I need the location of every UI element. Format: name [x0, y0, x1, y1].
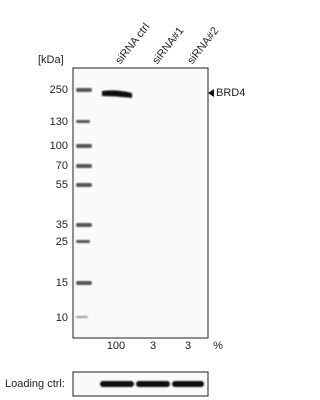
marker-label: 250 [50, 84, 68, 96]
marker-label: 15 [56, 277, 68, 289]
lane-label: siRNA#2 [185, 25, 221, 67]
unit-label: [kDa] [38, 54, 64, 66]
marker-label: 70 [56, 160, 68, 172]
lane-label: siRNA ctrl [113, 21, 152, 66]
marker-ladder [76, 88, 92, 318]
marker-label: 10 [56, 312, 68, 324]
brd4-band [102, 90, 132, 98]
marker-label: 55 [56, 179, 68, 191]
percentage: 3 [150, 340, 156, 352]
percentage-unit: % [213, 340, 223, 352]
loading-label: Loading ctrl: [5, 378, 65, 390]
loading-bands [100, 381, 204, 387]
percentage: 100 [107, 340, 125, 352]
target-label: BRD4 [216, 87, 245, 99]
percentage: 3 [185, 340, 191, 352]
marker-label: 130 [50, 116, 68, 128]
marker-label: 100 [50, 140, 68, 152]
marker-label: 35 [56, 219, 68, 231]
blot-panel [72, 67, 209, 339]
blot-figure: [kDa] siRNA ctrl siRNA#1 siRNA#2 250 130 1… [5, 21, 245, 397]
marker-label: 25 [56, 236, 68, 248]
arrow [208, 89, 214, 97]
lane-label: siRNA#1 [150, 25, 186, 67]
